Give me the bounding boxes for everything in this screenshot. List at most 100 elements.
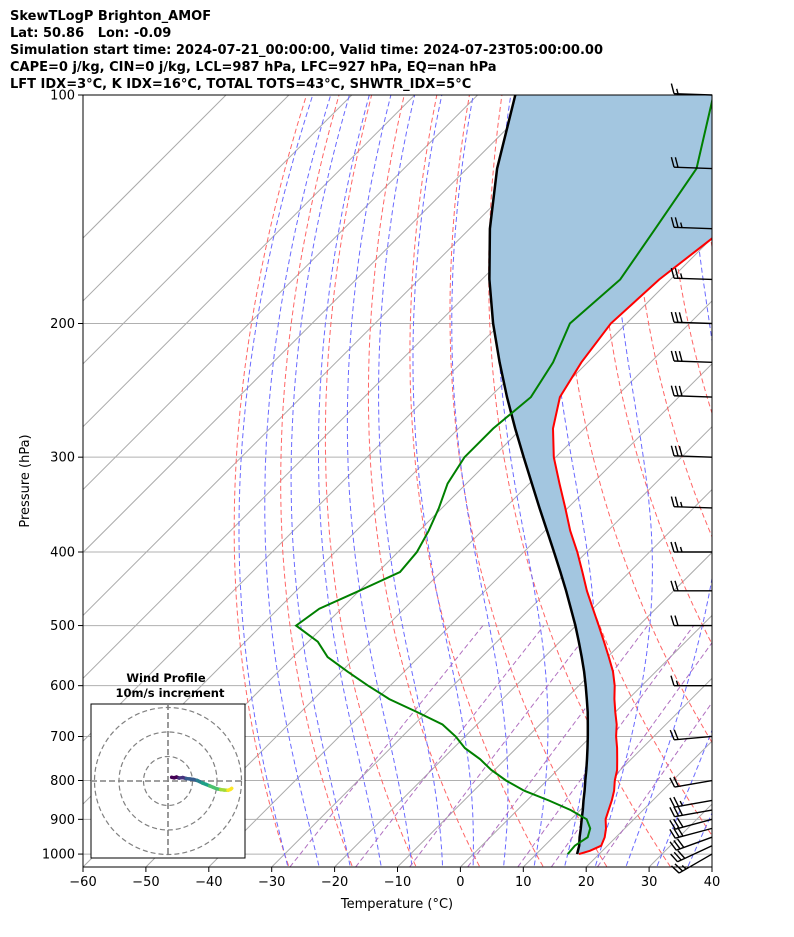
dry-adiabat-line xyxy=(409,95,544,867)
barb-flag xyxy=(669,841,677,851)
temperature-line xyxy=(551,237,712,856)
barb-flag xyxy=(669,729,675,741)
y-tick-label: 500 xyxy=(50,619,75,634)
isotherm-line xyxy=(83,95,479,491)
barb-flag xyxy=(673,796,680,807)
barb-flag xyxy=(670,853,679,863)
barb-flag xyxy=(670,675,675,686)
wind-barb xyxy=(670,580,712,592)
isotherm-line xyxy=(83,95,542,554)
wind-barb xyxy=(670,615,712,627)
dry-adiabat-line xyxy=(631,95,712,539)
moist-adiabat-line xyxy=(656,728,712,867)
barb-flag xyxy=(670,350,675,362)
dry-adiabat-line xyxy=(561,95,712,744)
wind-barb xyxy=(670,350,713,364)
moist-adiabat-line xyxy=(290,95,351,867)
x-tick-label: −10 xyxy=(384,875,411,890)
barb-flag xyxy=(678,351,683,362)
title-line-times: Simulation start time: 2024-07-21_00:00:… xyxy=(10,43,603,58)
barb-half-flag xyxy=(679,800,684,807)
grid-layer xyxy=(83,95,794,873)
barb-flag xyxy=(674,541,679,553)
barb-flag xyxy=(674,385,679,397)
barb-half-flag xyxy=(675,680,679,686)
wind-profile-inset xyxy=(90,703,246,859)
barb-flag xyxy=(674,157,679,168)
barb-flag xyxy=(678,445,683,457)
barb-shaft xyxy=(674,799,713,808)
barb-half-flag xyxy=(680,273,683,279)
barb-shaft xyxy=(673,321,713,325)
x-tick-label: 20 xyxy=(578,875,595,890)
isotherm-line xyxy=(270,425,712,867)
title-line-stability: CAPE=0 j/kg, CIN=0 j/kg, LCL=987 hPa, LF… xyxy=(10,60,497,75)
barb-half-flag xyxy=(680,222,683,228)
isotherm-line xyxy=(145,300,712,867)
barb-flag xyxy=(673,840,681,850)
x-tick-label: 0 xyxy=(456,875,464,890)
wind-barb xyxy=(669,805,713,818)
moist-adiabat-line xyxy=(346,95,413,867)
moist-adiabat-line xyxy=(716,95,794,873)
title-line-station: SkewTLogP Brighton_AMOF xyxy=(10,9,212,24)
barb-flag xyxy=(677,850,686,859)
wind-barb xyxy=(670,445,713,458)
barb-half-flag xyxy=(680,501,683,508)
mixing-ratio-line xyxy=(354,625,545,867)
wind-barb xyxy=(670,496,713,509)
wind-barb xyxy=(669,796,713,808)
barb-flag xyxy=(674,580,679,592)
barb-flag xyxy=(670,615,675,626)
barb-half-flag xyxy=(676,88,679,94)
wind-barb xyxy=(670,541,712,553)
barb-shaft xyxy=(674,779,713,788)
isotherm-line xyxy=(208,363,712,867)
barb-flag xyxy=(678,312,683,323)
barb-flag xyxy=(673,729,679,740)
barb-flag xyxy=(670,83,675,94)
dry-adiabat-line xyxy=(597,95,712,646)
y-tick-label: 800 xyxy=(50,774,75,789)
barb-shaft xyxy=(678,853,713,874)
x-tick-label: 30 xyxy=(641,875,658,890)
y-tick-label: 700 xyxy=(50,730,75,745)
wind-barb xyxy=(669,776,713,788)
mixing-ratio-line xyxy=(289,625,484,867)
barb-flag xyxy=(674,496,679,507)
wind-barb xyxy=(669,817,713,830)
barb-half-flag xyxy=(679,546,683,553)
y-tick-label: 400 xyxy=(50,546,75,561)
wind-barb xyxy=(669,729,713,741)
isotherm-line xyxy=(83,95,353,365)
isotherm-line xyxy=(83,95,416,428)
barb-flag xyxy=(674,615,679,626)
barb-flag xyxy=(670,580,675,592)
isotherm-line xyxy=(522,677,712,867)
barb-flag xyxy=(677,805,684,816)
barb-flag xyxy=(669,828,676,839)
y-tick-label: 900 xyxy=(50,813,75,828)
cape-area xyxy=(489,95,712,855)
dry-adiabat-line xyxy=(525,95,712,837)
dry-adiabat-line xyxy=(324,95,417,867)
barb-shaft xyxy=(674,809,713,818)
barb-shaft xyxy=(675,827,713,839)
wind-barb xyxy=(670,83,713,96)
y-tick-label: 200 xyxy=(50,317,75,332)
barb-flag xyxy=(670,541,675,553)
isotherm-line xyxy=(396,551,712,867)
barb-flag xyxy=(674,268,679,279)
barb-shaft xyxy=(673,277,713,281)
x-tick-label: 10 xyxy=(515,875,532,890)
barb-shaft xyxy=(673,455,713,458)
barb-shaft xyxy=(675,818,713,830)
barb-flag xyxy=(670,385,675,396)
wind-barb xyxy=(670,385,713,398)
x-axis-label: Temperature (°C) xyxy=(340,897,453,912)
moist-adiabat-line xyxy=(318,95,382,867)
moist-adiabat-line xyxy=(451,95,509,867)
x-tick-label: −40 xyxy=(195,875,222,890)
dewpoint-line xyxy=(294,97,712,855)
